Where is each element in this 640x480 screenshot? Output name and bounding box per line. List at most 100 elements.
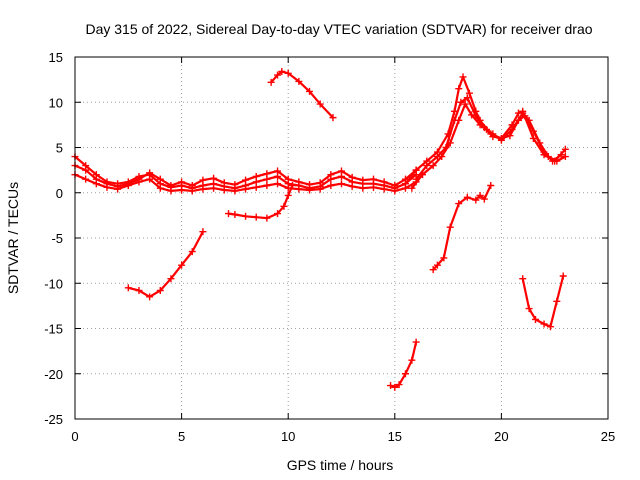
data-point bbox=[338, 167, 345, 175]
data-point bbox=[465, 89, 473, 97]
data-point bbox=[329, 114, 337, 122]
data-point bbox=[280, 202, 288, 210]
data-point bbox=[395, 381, 403, 389]
data-point bbox=[231, 187, 239, 195]
data-point bbox=[557, 151, 565, 159]
data-point bbox=[461, 100, 469, 108]
series-arc-deep-minimum bbox=[387, 338, 420, 391]
data-point bbox=[480, 124, 488, 132]
data-point bbox=[412, 166, 420, 174]
data-point bbox=[225, 210, 233, 218]
data-point bbox=[167, 275, 175, 283]
data-point bbox=[242, 176, 250, 184]
y-tick-label: 10 bbox=[49, 95, 63, 110]
x-tick-label: 10 bbox=[281, 429, 295, 444]
data-point bbox=[529, 127, 537, 135]
data-point bbox=[156, 184, 164, 192]
data-point bbox=[497, 134, 505, 142]
y-tick-label: 15 bbox=[49, 50, 63, 65]
data-point bbox=[450, 116, 458, 124]
data-point bbox=[459, 73, 467, 81]
data-point bbox=[561, 145, 569, 153]
series-arc-high-peak bbox=[267, 67, 337, 122]
data-point bbox=[338, 180, 345, 188]
data-point bbox=[92, 175, 100, 183]
data-point bbox=[267, 78, 275, 86]
data-point bbox=[284, 69, 292, 77]
data-point bbox=[252, 172, 260, 180]
data-point bbox=[124, 284, 132, 292]
data-point bbox=[284, 191, 292, 199]
data-point bbox=[295, 77, 303, 85]
data-point bbox=[306, 181, 314, 189]
data-point bbox=[284, 175, 292, 183]
data-point bbox=[242, 212, 250, 220]
data-point bbox=[124, 180, 132, 188]
data-point bbox=[188, 182, 196, 190]
series-layer bbox=[71, 67, 569, 391]
data-point bbox=[440, 254, 448, 262]
data-point bbox=[472, 112, 480, 120]
y-tick-label: -10 bbox=[44, 276, 63, 291]
series-line bbox=[432, 184, 492, 271]
data-point bbox=[521, 112, 529, 120]
x-axis-label: GPS time / hours bbox=[287, 457, 394, 473]
data-point bbox=[263, 214, 271, 222]
data-point bbox=[561, 153, 569, 161]
data-point bbox=[295, 185, 303, 193]
data-point bbox=[489, 133, 497, 141]
series-arc-low-dip bbox=[124, 228, 207, 301]
x-tick-label: 25 bbox=[601, 429, 615, 444]
data-point bbox=[316, 100, 324, 108]
data-point bbox=[295, 178, 303, 186]
data-point bbox=[220, 186, 228, 194]
data-point bbox=[263, 170, 271, 178]
data-point bbox=[306, 87, 314, 95]
data-point bbox=[82, 166, 90, 174]
data-point bbox=[231, 210, 239, 218]
data-point bbox=[199, 228, 207, 236]
data-point bbox=[532, 315, 540, 323]
data-point bbox=[220, 179, 228, 187]
data-point bbox=[401, 370, 409, 378]
data-point bbox=[327, 182, 335, 190]
data-point bbox=[408, 184, 416, 192]
data-point bbox=[525, 305, 533, 313]
data-point bbox=[82, 175, 90, 183]
data-point bbox=[278, 67, 286, 75]
data-point bbox=[391, 182, 399, 190]
data-point bbox=[146, 175, 154, 183]
data-point bbox=[103, 180, 111, 188]
series-arc-storm-2 bbox=[408, 100, 569, 192]
data-point bbox=[274, 210, 282, 218]
data-point bbox=[316, 185, 324, 193]
grid-layer bbox=[75, 57, 608, 419]
data-point bbox=[408, 356, 416, 364]
data-point bbox=[199, 185, 207, 193]
data-point bbox=[288, 182, 296, 190]
data-point bbox=[463, 94, 471, 102]
y-tick-label: -15 bbox=[44, 322, 63, 337]
data-point bbox=[559, 272, 567, 280]
data-point bbox=[480, 195, 488, 203]
data-point bbox=[167, 182, 175, 190]
chart-title: Day 315 of 2022, Sidereal Day-to-day VTE… bbox=[85, 21, 592, 37]
data-point bbox=[540, 148, 548, 156]
data-point bbox=[391, 383, 399, 391]
data-point bbox=[442, 144, 450, 151]
data-point bbox=[401, 180, 409, 188]
data-point bbox=[468, 111, 476, 119]
data-point bbox=[156, 286, 164, 294]
data-point bbox=[412, 338, 420, 346]
x-tick-label: 0 bbox=[71, 429, 78, 444]
data-point bbox=[359, 184, 367, 192]
data-point bbox=[274, 167, 282, 175]
data-point bbox=[199, 176, 207, 184]
data-point bbox=[463, 193, 471, 201]
data-point bbox=[472, 196, 480, 204]
data-point bbox=[146, 169, 154, 177]
data-point bbox=[210, 174, 218, 182]
data-point bbox=[242, 185, 250, 193]
data-point bbox=[433, 153, 441, 161]
